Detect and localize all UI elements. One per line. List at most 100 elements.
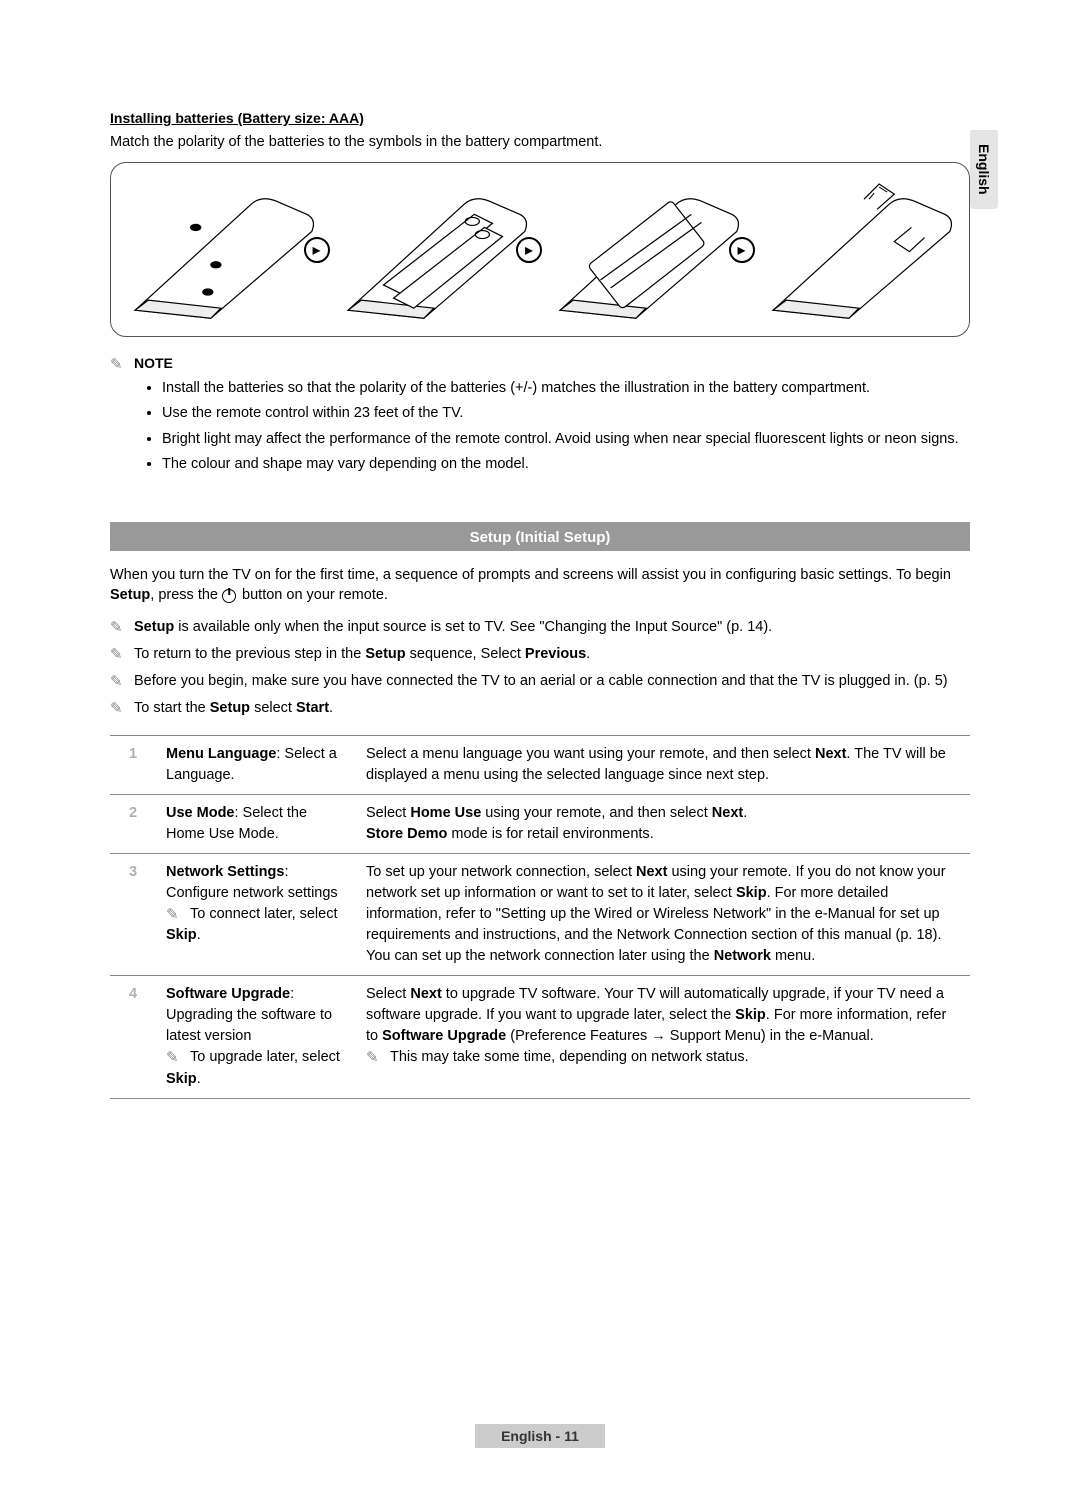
- step-bold: Next: [636, 864, 667, 880]
- note-icon: ✎: [366, 1047, 384, 1069]
- setup-tip: ✎ To return to the previous step in the …: [110, 643, 970, 667]
- step-right-col: Select Home Use using your remote, and t…: [356, 794, 970, 853]
- remote-illustration-3: [545, 179, 747, 320]
- tip-text: select: [250, 700, 296, 716]
- note-icon: ✎: [166, 904, 184, 926]
- step-tip-text: To connect later, select: [190, 906, 338, 922]
- battery-diagram: ▸ ▸: [110, 162, 970, 337]
- diagram-panel-1: ▸: [115, 171, 328, 328]
- step-bold: Next: [815, 746, 846, 762]
- tip-bold: Setup: [365, 646, 405, 662]
- step-tip-text: To upgrade later, select: [190, 1049, 340, 1065]
- step-text: Select: [366, 805, 410, 821]
- note-bullet: Bright light may affect the performance …: [162, 428, 970, 451]
- tip-bold: Setup: [210, 700, 250, 716]
- setup-tip: ✎ Before you begin, make sure you have c…: [110, 670, 970, 694]
- step-right-col: Select Next to upgrade TV software. Your…: [356, 975, 970, 1098]
- diagram-panel-2: ▸: [328, 171, 541, 328]
- step-tip-bold: Skip: [166, 1071, 197, 1087]
- tip-text: Before you begin, make sure you have con…: [134, 670, 948, 694]
- remote-illustration-2: [333, 179, 535, 320]
- power-icon: [222, 589, 236, 603]
- step-number: 2: [110, 794, 156, 853]
- arrow-right-icon: ▸: [729, 237, 755, 263]
- setup-intro-text: , press the: [150, 587, 222, 603]
- battery-intro: Match the polarity of the batteries to t…: [110, 132, 970, 152]
- step-number: 3: [110, 853, 156, 975]
- setup-banner: Setup (Initial Setup): [110, 522, 970, 551]
- step-text: using your remote, and then select: [481, 805, 712, 821]
- step-left-bold: Menu Language: [166, 746, 276, 762]
- step-number: 1: [110, 735, 156, 794]
- note-icon: ✎: [110, 355, 128, 373]
- step-bold: Software Upgrade: [382, 1028, 506, 1044]
- step-tip-text: .: [197, 1071, 201, 1087]
- step-left-col: Software Upgrade: Upgrading the software…: [156, 975, 356, 1098]
- step-text: Select: [366, 986, 410, 1002]
- setup-intro-text: button on your remote.: [238, 587, 388, 603]
- arrow-right-icon: ▸: [304, 237, 330, 263]
- step-bold: Next: [410, 986, 441, 1002]
- footer-lang: English: [501, 1428, 552, 1444]
- note-icon: ✎: [110, 643, 128, 667]
- tip-text: is available only when the input source …: [174, 619, 772, 635]
- note-icon: ✎: [110, 616, 128, 640]
- step-left-bold: Network Settings: [166, 864, 284, 880]
- step-right-col: To set up your network connection, selec…: [356, 853, 970, 975]
- step-row: 2 Use Mode: Select the Home Use Mode. Se…: [110, 794, 970, 853]
- step-row: 3 Network Settings: Configure network se…: [110, 853, 970, 975]
- tip-text: To return to the previous step in the: [134, 646, 365, 662]
- step-left-col: Use Mode: Select the Home Use Mode.: [156, 794, 356, 853]
- tip-bold: Setup: [134, 619, 174, 635]
- tip-bold: Previous: [525, 646, 586, 662]
- footer-sep: -: [552, 1428, 564, 1444]
- step-bold: Store Demo: [366, 826, 447, 842]
- tip-text: To start the: [134, 700, 210, 716]
- step-row: 1 Menu Language: Select a Language. Sele…: [110, 735, 970, 794]
- step-bold: Skip: [735, 1007, 766, 1023]
- step-left-bold: Software Upgrade: [166, 986, 290, 1002]
- tip-text: .: [329, 700, 333, 716]
- note-icon: ✎: [166, 1047, 184, 1069]
- step-text: menu.: [771, 948, 815, 964]
- arrow-right-icon: ▸: [516, 237, 542, 263]
- manual-page: Installing batteries (Battery size: AAA)…: [0, 0, 1080, 1139]
- setup-intro-bold: Setup: [110, 587, 150, 603]
- step-bold: Next: [712, 805, 743, 821]
- step-number: 4: [110, 975, 156, 1098]
- step-bold: Network: [714, 948, 771, 964]
- setup-tip: ✎ To start the Setup select Start.: [110, 697, 970, 721]
- tip-text: sequence, Select: [406, 646, 525, 662]
- note-header: ✎ NOTE: [110, 355, 970, 373]
- remote-illustration-1: [120, 179, 322, 320]
- note-label: NOTE: [134, 355, 173, 373]
- diagram-panel-3: ▸: [540, 171, 753, 328]
- step-row: 4 Software Upgrade: Upgrading the softwa…: [110, 975, 970, 1098]
- step-text: .: [743, 805, 747, 821]
- battery-heading: Installing batteries (Battery size: AAA): [110, 110, 970, 126]
- step-left-col: Network Settings: Configure network sett…: [156, 853, 356, 975]
- note-icon: ✎: [110, 670, 128, 694]
- step-bold: Home Use: [410, 805, 481, 821]
- step-right-col: Select a menu language you want using yo…: [356, 735, 970, 794]
- remote-illustration-4: [758, 179, 960, 320]
- note-bullet-list: Install the batteries so that the polari…: [162, 377, 970, 476]
- setup-intro-text: When you turn the TV on for the first ti…: [110, 567, 951, 583]
- step-left-bold: Use Mode: [166, 805, 235, 821]
- diagram-panel-4: [753, 171, 966, 328]
- step-text: mode is for retail environments.: [447, 826, 653, 842]
- note-bullet: The colour and shape may vary depending …: [162, 453, 970, 476]
- footer-bar: English - 11: [475, 1424, 605, 1448]
- note-icon: ✎: [110, 697, 128, 721]
- step-text: Select a menu language you want using yo…: [366, 746, 815, 762]
- tip-bold: Start: [296, 700, 329, 716]
- step-text: (Preference Features → Support Menu) in …: [506, 1028, 874, 1044]
- footer-page-num: 11: [564, 1428, 579, 1444]
- tip-text: .: [586, 646, 590, 662]
- note-bullet: Install the batteries so that the polari…: [162, 377, 970, 400]
- step-tip-text: .: [197, 927, 201, 943]
- setup-intro: When you turn the TV on for the first ti…: [110, 565, 970, 606]
- page-footer: English - 11: [0, 1424, 1080, 1448]
- note-bullet: Use the remote control within 23 feet of…: [162, 402, 970, 425]
- step-left-col: Menu Language: Select a Language.: [156, 735, 356, 794]
